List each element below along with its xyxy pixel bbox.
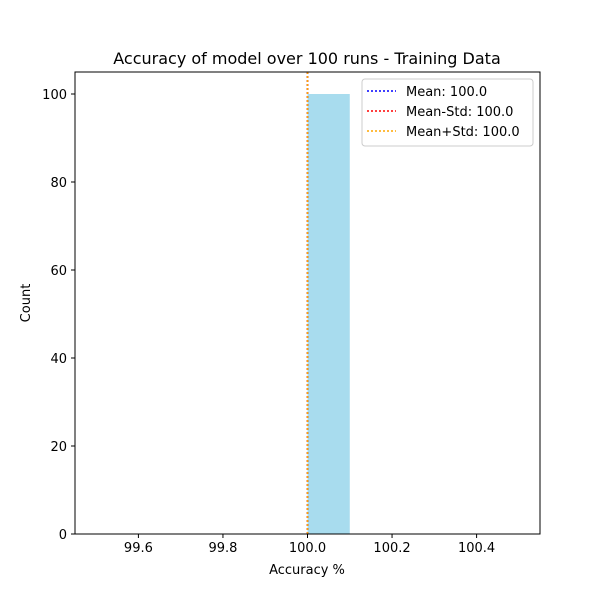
- x-tick-label-1: 99.8: [208, 541, 237, 556]
- bars-layer: [308, 94, 350, 534]
- y-tick-label-1: 20: [50, 440, 67, 455]
- legend: Mean: 100.0 Mean-Std: 100.0 Mean+Std: 100.…: [362, 79, 533, 146]
- y-tick-label-2: 40: [50, 352, 67, 367]
- chart-title: Accuracy of model over 100 runs - Traini…: [113, 49, 501, 68]
- legend-label-0: Mean: 100.0: [406, 85, 487, 100]
- histogram-bar-0: [308, 94, 350, 534]
- x-tick-label-0: 99.6: [124, 541, 153, 556]
- y-tick-label-5: 100: [42, 88, 67, 103]
- legend-label-1: Mean-Std: 100.0: [406, 105, 513, 120]
- x-tick-label-3: 100.2: [373, 541, 410, 556]
- y-axis-label: Count: [19, 284, 34, 323]
- x-tick-label-2: 100.0: [289, 541, 326, 556]
- legend-label-2: Mean+Std: 100.0: [406, 125, 520, 140]
- x-axis-label: Accuracy %: [269, 563, 345, 578]
- y-tick-label-3: 60: [50, 264, 67, 279]
- y-tick-label-4: 80: [50, 176, 67, 191]
- y-tick-label-0: 0: [59, 528, 67, 543]
- x-tick-label-4: 100.4: [458, 541, 495, 556]
